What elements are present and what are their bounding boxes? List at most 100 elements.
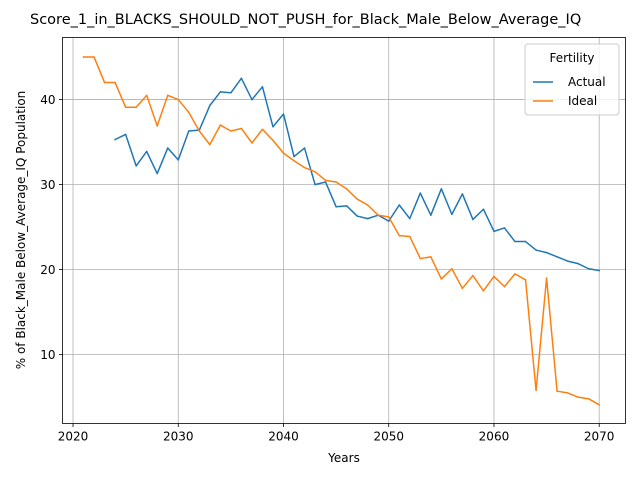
data-point-ideal [314,171,316,173]
data-point-ideal [293,160,295,162]
data-point-actual [145,150,148,153]
data-point-ideal [103,81,106,84]
data-point-actual [188,130,190,132]
data-point-ideal [82,56,85,58]
data-point-actual [556,256,558,258]
data-point-actual [366,217,369,220]
legend-box [524,43,620,116]
data-point-ideal [419,257,422,260]
data-point-actual [472,218,474,221]
legend-label-ideal: Ideal [568,94,597,108]
data-point-actual [219,91,222,93]
y-axis-label: % of Black_Male Below_Average_IQ Populat… [14,91,28,370]
series-points-ideal [82,56,600,406]
data-point-actual [156,172,158,175]
data-point-actual [230,92,232,94]
data-point-actual [409,217,411,220]
x-tick-label: 2040 [268,430,299,444]
data-point-actual [577,262,579,265]
data-point-actual [461,193,464,195]
data-point-actual [387,220,390,222]
data-point-ideal [114,81,116,84]
data-point-actual [451,213,453,216]
data-point-ideal [430,256,432,258]
data-point-actual [587,268,590,270]
data-point-ideal [198,130,201,132]
y-tick-label: 10 [40,348,55,362]
data-point-ideal [366,204,369,206]
x-axis-label: Years [327,451,360,465]
data-point-actual [261,86,264,88]
data-point-ideal [219,124,222,126]
x-tick-label: 2020 [58,430,89,444]
data-point-actual [240,77,243,80]
data-point-actual [114,138,116,141]
data-point-actual [535,249,537,251]
series-layer [82,56,601,406]
chart-title: Score_1_in_BLACKS_SHOULD_NOT_PUSH_for_Bl… [30,12,581,28]
plot-frame [62,37,626,424]
data-point-actual [493,230,495,233]
data-point-ideal [377,214,379,216]
data-point-ideal [93,56,95,58]
data-point-actual [524,240,527,243]
x-tick-label: 2070 [584,430,615,444]
data-point-ideal [503,285,506,288]
data-point-actual [293,155,295,158]
data-point-ideal [303,166,306,169]
data-point-actual [566,260,569,262]
data-point-ideal [251,142,253,144]
data-point-ideal [398,234,400,237]
data-point-ideal [177,98,180,101]
data-point-actual [356,215,358,217]
data-point-actual [282,113,285,115]
x-tick-label: 2030 [163,430,194,444]
data-point-actual [398,204,400,206]
data-point-actual [503,227,506,229]
data-point-actual [303,147,306,149]
data-point-actual [209,104,211,107]
data-point-ideal [188,111,190,114]
data-point-ideal [587,398,590,400]
y-tick-label: 40 [40,93,55,107]
data-point-ideal [451,268,453,270]
data-point-ideal [524,279,527,281]
data-point-ideal [535,389,537,392]
data-point-ideal [566,392,569,394]
data-point-actual [166,147,169,149]
data-point-actual [177,159,180,161]
data-point-ideal [409,235,411,238]
data-point-actual [135,165,137,167]
data-point-ideal [598,404,600,406]
data-point-ideal [345,188,348,190]
data-point-ideal [493,275,495,278]
data-point-ideal [482,290,485,292]
data-point-ideal [230,130,232,132]
data-point-actual [251,98,253,101]
legend-title: Fertility [549,51,594,65]
data-point-actual [545,251,548,254]
x-tick-label: 2060 [479,430,510,444]
data-point-ideal [166,94,169,97]
data-point-actual [440,188,443,190]
data-point-ideal [209,143,211,146]
data-point-actual [482,208,485,210]
data-point-ideal [440,278,443,280]
legend: Fertility Actual Ideal [524,43,620,116]
data-point-actual [430,214,432,216]
data-point-actual [335,205,337,208]
data-point-ideal [545,277,548,279]
data-point-actual [324,181,327,183]
data-point-ideal [135,106,137,108]
legend-label-actual: Actual [568,75,606,89]
data-point-ideal [335,181,337,183]
data-point-ideal [324,179,327,182]
y-axis: 10 20 30 40 [40,93,63,362]
data-point-ideal [272,139,274,142]
series-line-ideal [82,56,601,406]
data-point-ideal [472,274,474,277]
y-tick-label: 20 [40,263,55,277]
data-point-ideal [124,106,127,108]
data-point-ideal [240,127,243,130]
